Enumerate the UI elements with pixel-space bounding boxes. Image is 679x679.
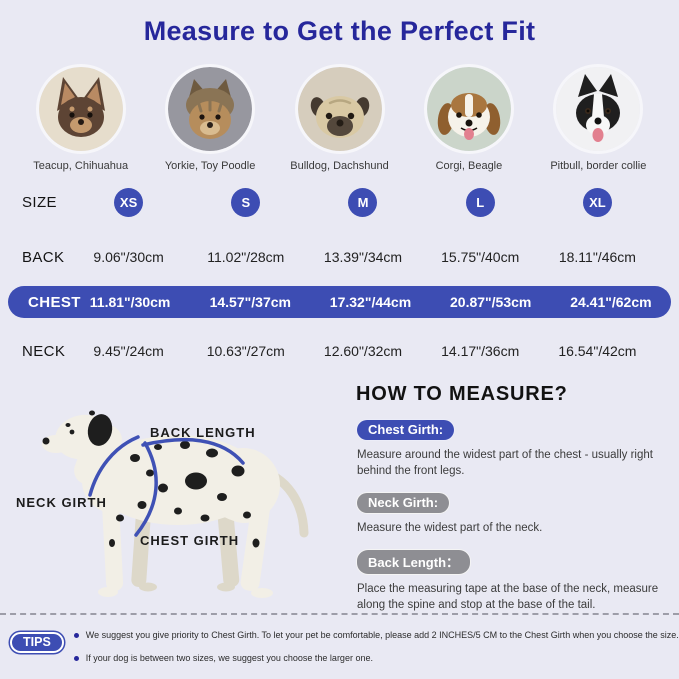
tip-text: We suggest you give priority to Chest Gi… [85, 630, 679, 640]
back-value-s: 11.02"/28cm [207, 249, 285, 265]
size-badge-m: M [348, 188, 378, 217]
neck-value-l: 14.17"/36cm [441, 343, 520, 359]
neck-value-xl: 16.54"/42cm [558, 343, 637, 359]
dalmatian-illustration-icon [42, 410, 309, 598]
breed-col-beagle: Corgi, Beagle [404, 67, 533, 172]
tip-item: If your dog is between two sizes, we sug… [73, 652, 679, 666]
chest-girth-badge: Chest Girth: [356, 419, 456, 441]
chest-girth-line [134, 441, 158, 537]
breed-caption: Pitbull, border collie [550, 160, 647, 172]
chest-value-l: 20.87"/53cm [450, 294, 532, 310]
breed-col-chihuahua: Teacup, Chihuahua [16, 67, 145, 172]
back-value-m: 13.39"/34cm [323, 249, 403, 265]
neck-value-s: 10.63"/27cm [206, 343, 285, 359]
chest-value-xl: 24.41"/62cm [570, 294, 652, 310]
bullet-dot-icon [73, 633, 79, 638]
how-to-measure-heading: HOW TO MEASURE? [356, 383, 568, 405]
chihuahua-photo-icon [38, 67, 123, 151]
page-title: Measure to Get the Perfect Fit [143, 16, 536, 46]
size-badge-s: S [231, 188, 261, 217]
neck-value-xs: 9.45"/24cm [93, 343, 164, 359]
measuring-diagram: BACK LENGTH NECK GIRTH CHEST GIRTH [0, 385, 345, 615]
chest-row-highlighted: CHEST 11.81"/30cm 14.57"/37cm 17.32"/44c… [8, 286, 671, 318]
neck-girth-label: NECK GIRTH [16, 495, 107, 510]
back-length-instruction: Place the measuring tape at the base of … [357, 583, 659, 612]
back-length-label: BACK LENGTH [150, 425, 256, 440]
chest-row-label: CHEST [28, 293, 81, 311]
neck-girth-instruction: Measure the widest part of the neck. [357, 522, 543, 535]
back-value-xl: 18.11"/46cm [558, 249, 636, 265]
back-length-badge: Back Length： [356, 549, 472, 576]
chest-value-m: 17.32"/44cm [329, 294, 412, 310]
tip-item: We suggest you give priority to Chest Gi… [73, 629, 679, 643]
size-badge-l: L [465, 188, 495, 217]
breed-caption: Bulldog, Dachshund [290, 160, 389, 172]
bulldog-photo-icon [297, 67, 382, 151]
tips-section: TIPS We suggest you give priority to Che… [10, 629, 679, 674]
neck-girth-badge: Neck Girth: [356, 492, 451, 515]
how-to-measure-section: HOW TO MEASURE? Chest Girth: Measure aro… [356, 383, 674, 613]
back-length-line [141, 437, 245, 465]
breed-caption: Yorkie, Toy Poodle [164, 160, 256, 172]
bullet-dot-icon [73, 655, 79, 661]
dashed-divider [0, 613, 679, 615]
neck-girth-line [88, 435, 140, 497]
yorkie-photo-icon [168, 67, 253, 151]
chest-girth-instruction: Measure around the widest part of the ch… [357, 449, 653, 478]
beagle-photo-icon [426, 67, 511, 151]
back-row-label: BACK [22, 248, 65, 266]
breed-photo-row: Teacup, Chihuahua Yorkie, Toy Poodle [16, 67, 663, 172]
chest-value-s: 14.57"/37cm [209, 294, 291, 310]
size-row: SIZE XS S M L XL [8, 188, 656, 217]
breed-col-yorkie: Yorkie, Toy Poodle [145, 67, 274, 172]
back-value-xs: 9.06"/30cm [93, 249, 164, 265]
breed-col-collie: Pitbull, border collie [534, 67, 663, 172]
tips-list: We suggest you give priority to Chest Gi… [73, 629, 679, 674]
tip-text: If your dog is between two sizes, we sug… [85, 652, 373, 663]
size-row-label: SIZE [22, 194, 57, 211]
neck-value-m: 12.60"/32cm [323, 343, 403, 359]
neck-row-label: NECK [22, 342, 66, 360]
breed-caption: Teacup, Chihuahua [33, 160, 129, 172]
back-row: BACK 9.06"/30cm 11.02"/28cm 13.39"/34cm … [8, 247, 656, 267]
chest-value-xs: 11.81"/30cm [89, 294, 171, 310]
size-badge-xs: XS [114, 188, 144, 217]
breed-caption: Corgi, Beagle [435, 160, 503, 172]
tips-badge: TIPS [10, 632, 64, 653]
chest-girth-label: CHEST GIRTH [140, 533, 240, 548]
breed-col-bulldog: Bulldog, Dachshund [275, 67, 404, 172]
collie-photo-icon [556, 67, 641, 151]
neck-row: NECK 9.45"/24cm 10.63"/27cm 12.60"/32cm … [8, 341, 656, 361]
size-badge-xl: XL [582, 188, 612, 217]
back-value-l: 15.75"/40cm [441, 249, 520, 265]
